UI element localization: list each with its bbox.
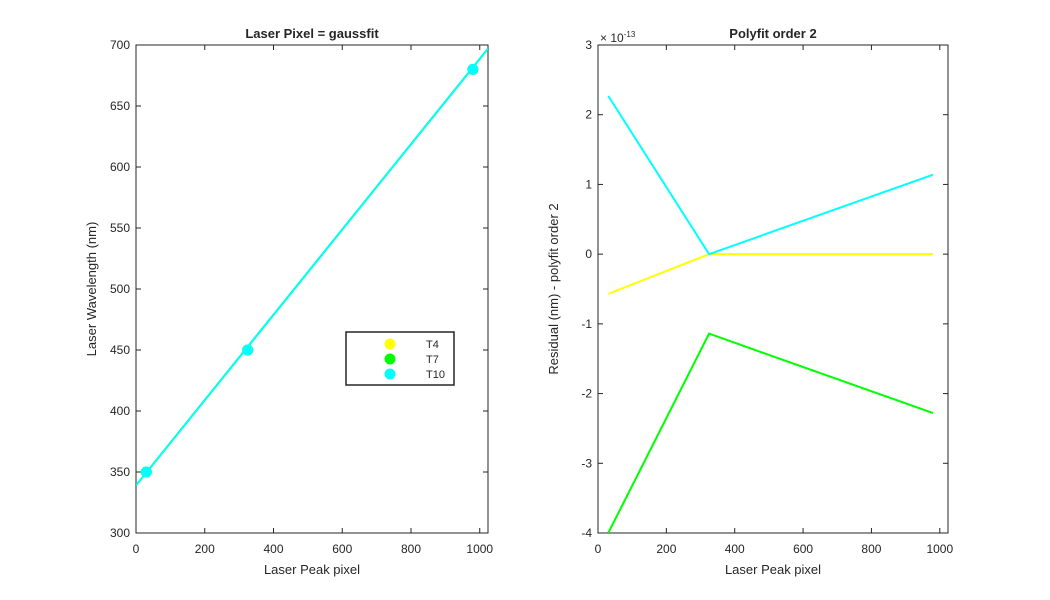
- x-tick-label: 400: [725, 542, 745, 556]
- y-tick-label: -3: [581, 456, 592, 470]
- y-tick-label: -1: [581, 317, 592, 331]
- x-axis-label: Laser Peak pixel: [264, 562, 360, 577]
- series-line-t10: [136, 48, 488, 487]
- legend-label-t10: T10: [426, 369, 445, 381]
- legend-marker-t7: [384, 353, 396, 365]
- axis-exponent-base: × 10: [600, 31, 624, 45]
- x-tick-label: 200: [656, 542, 676, 556]
- y-axis-label: Residual (nm) - polyfit order 2: [546, 203, 561, 374]
- y-tick-label: 400: [110, 404, 130, 418]
- left-axes: 0 200 400 600 800 1000 300 350 400 450 500 550 600 65…: [84, 26, 493, 577]
- x-tick-label: 600: [793, 542, 813, 556]
- x-tick-label: 600: [332, 542, 352, 556]
- axes-box: [597, 44, 949, 534]
- data-point-t10: [467, 63, 479, 75]
- axis-exponent-power: -13: [624, 30, 636, 39]
- plot-data: [136, 48, 488, 487]
- x-tick-label: 0: [133, 542, 140, 556]
- y-tick-label: 350: [110, 465, 130, 479]
- y-tick-label: 2: [585, 108, 592, 122]
- y-tick-label: 0: [585, 247, 592, 261]
- y-tick-label: 300: [110, 526, 130, 540]
- series-line-t7: [607, 332, 934, 533]
- x-tick-label: 200: [195, 542, 215, 556]
- y-tick-label: 1: [585, 177, 592, 191]
- x-tick-label: 1000: [466, 542, 493, 556]
- y-tick-label: -4: [581, 526, 592, 540]
- x-tick-label: 400: [263, 542, 283, 556]
- x-tick-label: 800: [401, 542, 421, 556]
- series-line-t10: [607, 95, 934, 256]
- y-tick-label: 650: [110, 99, 130, 113]
- right-axes: 0 200 400 600 800 1000 -4 -3 -2 -1 0 1 2 3 Polyfit ord…: [546, 26, 953, 577]
- y-tick-label: -2: [581, 387, 592, 401]
- legend-box: [345, 331, 455, 386]
- y-tick-label: 500: [110, 282, 130, 296]
- y-tick-label: 450: [110, 343, 130, 357]
- y-tick-label: 600: [110, 160, 130, 174]
- x-tick-label: 0: [595, 542, 602, 556]
- chart-title: Laser Pixel = gaussfit: [245, 26, 379, 41]
- x-tick-label: 1000: [926, 542, 953, 556]
- legend-label-t7: T7: [426, 354, 439, 366]
- plot-data: [607, 95, 934, 533]
- legend-label-t4: T4: [426, 339, 439, 351]
- chart-title: Polyfit order 2: [729, 26, 816, 41]
- axes-box: [135, 44, 489, 534]
- y-axis-label: Laser Wavelength (nm): [84, 222, 99, 357]
- x-axis-label: Laser Peak pixel: [725, 562, 821, 577]
- legend-marker-t10: [384, 368, 396, 380]
- data-point-t10: [242, 344, 254, 356]
- legend: T4 T7 T10: [345, 331, 455, 386]
- data-point-t10: [140, 466, 152, 478]
- y-tick-label: 550: [110, 221, 130, 235]
- y-tick-label: 3: [585, 38, 592, 52]
- x-tick-label: 800: [861, 542, 881, 556]
- axis-exponent: × 10-13: [600, 30, 636, 45]
- legend-marker-t4: [384, 338, 396, 350]
- y-tick-label: 700: [110, 38, 130, 52]
